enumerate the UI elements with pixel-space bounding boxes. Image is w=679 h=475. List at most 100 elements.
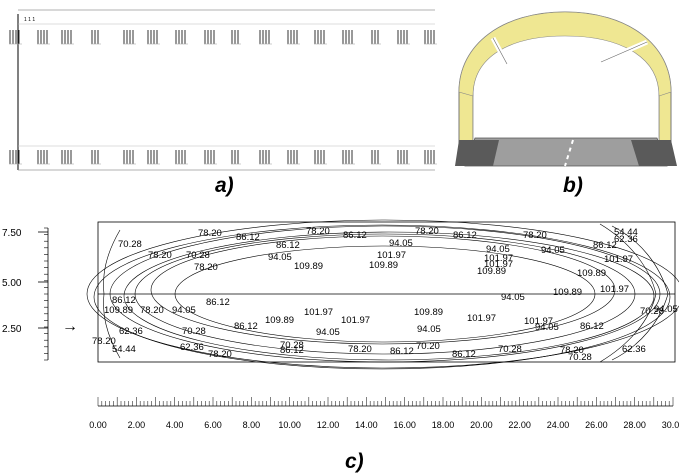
contour-value-label: 94.05: [172, 305, 196, 316]
luminaire-icon: [397, 30, 410, 45]
contour-value-label: 101.97: [467, 313, 496, 324]
contour-value-label: 78.20: [348, 344, 372, 355]
contour-line: [611, 225, 669, 361]
luminaire-icon: [231, 150, 241, 165]
contour-value-label: 109.89: [477, 266, 506, 277]
x-tick-label: 16.00: [393, 420, 416, 430]
contour-value-label: 94.05: [654, 304, 678, 315]
panel-b-tunnel-render: [453, 4, 679, 169]
tunnel-lining-thick: [458, 11, 672, 97]
luminaire-icon: [287, 150, 300, 165]
contour-value-label: 86.12: [390, 346, 414, 357]
right-sidewalk: [631, 140, 677, 166]
luminaire-icon: [37, 150, 50, 165]
contour-value-label: 86.12: [593, 240, 617, 251]
x-tick-label: 24.00: [547, 420, 570, 430]
contour-value-label: 101.97: [484, 253, 513, 264]
contour-value-label: 62.36: [180, 342, 204, 353]
x-tick-label: 30.00: [662, 420, 679, 430]
x-tick-label: 20.00: [470, 420, 493, 430]
x-tick-label: 12.00: [317, 420, 340, 430]
luminaire-icon: [342, 150, 355, 165]
contour-value-label: 86.12: [206, 297, 230, 308]
contour-value-label: 86.12: [453, 230, 477, 241]
contour-value-label: 109.89: [369, 260, 398, 271]
contour-value-label: 78.20: [140, 305, 164, 316]
contour-value-label: 86.12: [280, 345, 304, 356]
contour-value-label: 101.97: [377, 250, 406, 261]
contour-value-label: 94.05: [417, 324, 441, 335]
contour-value-label: 101.97: [304, 307, 333, 318]
contour-value-label: 109.89: [414, 307, 443, 318]
contour-value-label: 101.97: [341, 315, 370, 326]
luminaire-icon: [61, 150, 74, 165]
contour-value-label: 78.20: [560, 345, 584, 356]
contour-value-label: 78.20: [194, 262, 218, 273]
contour-value-label: 86.12: [234, 321, 258, 332]
contour-value-label: 62.36: [119, 326, 143, 337]
contour-value-label: 86.12: [580, 321, 604, 332]
luminaire-row-bottom: [9, 150, 437, 165]
contour-value-label: 70.28: [568, 352, 592, 363]
luminaire-icon: [314, 30, 327, 45]
contour-labels: 78.20 86.12 78.20 86.12 78.20 86.12 78.20 54.44…: [0, 210, 678, 363]
luminaire-icon: [259, 30, 272, 45]
contour-value-label: 78.20: [208, 349, 232, 360]
contour-value-label: 70.28: [182, 326, 206, 337]
luminaire-icon: [314, 150, 327, 165]
caption-b: b): [563, 174, 583, 197]
contour-value-label: 62.36: [614, 234, 638, 245]
contour-value-label: 78.20: [148, 250, 172, 261]
caption-c: c): [345, 450, 364, 473]
contour-line: [150, 235, 616, 345]
contour-value-label: 94.05: [316, 327, 340, 338]
x-tick-label: 10.00: [278, 420, 301, 430]
contour-value-label: 94.05: [541, 245, 565, 256]
panel-c-contour-diagram: 7.50 5.00 2.50 78.20 86.12 78.20 86.12 78.20 86…: [0, 210, 679, 430]
contour-value-label: 78.20: [415, 226, 439, 237]
contour-value-label: 94.05: [389, 238, 413, 249]
contour-value-label: 86.12: [452, 349, 476, 360]
luminaire-icon: [397, 150, 410, 165]
luminaire-icon: [424, 30, 437, 45]
x-tick-label: 26.00: [585, 420, 608, 430]
arrow-indicator: →: [62, 318, 78, 335]
contour-value-label: 94.05: [486, 244, 510, 255]
luminaire-icon: [204, 150, 217, 165]
contour-value-label: 70.28: [186, 250, 210, 261]
x-tick-label: 6.00: [204, 420, 222, 430]
luminaire-icon: [9, 30, 22, 45]
contour-value-label: 70.28: [498, 344, 522, 355]
contour-value-label: 109.89: [577, 268, 606, 279]
luminaire-icon: [91, 150, 101, 165]
x-tick-label: 14.00: [355, 420, 378, 430]
x-tick-label: 18.00: [432, 420, 455, 430]
caption-a: a): [215, 174, 234, 197]
luminaire-icon: [147, 30, 160, 45]
luminaire-icon: [37, 30, 50, 45]
contour-value-label: 86.12: [276, 240, 300, 251]
contour-value-label: 101.97: [600, 284, 629, 295]
x-tick-label: 2.00: [128, 420, 146, 430]
luminaire-icon: [175, 150, 188, 165]
contour-value-label: 109.89: [104, 305, 133, 316]
contour-line: [134, 233, 636, 355]
x-axis: 0.00 2.00 4.00 6.00 8.00 10.00 12.00 14.00 16.00…: [89, 397, 679, 430]
contour-value-label: 101.97: [524, 316, 553, 327]
contour-value-label: 70.28: [118, 239, 142, 250]
luminaire-icon: [342, 30, 355, 45]
contour-value-label: 62.36: [622, 344, 646, 355]
luminaire-icon: [175, 30, 188, 45]
x-tick-label: 4.00: [166, 420, 184, 430]
panel-a-luminaire-layout: 1 1 1: [9, 9, 437, 171]
contour-value-label: 94.05: [268, 252, 292, 263]
contour-value-label: 94.05: [501, 292, 525, 303]
contour-line: [123, 231, 655, 361]
y-tick-label: 5.00: [2, 278, 22, 289]
luminaire-row-top: [9, 30, 437, 45]
contour-value-label: 70.28: [640, 306, 664, 317]
contour-value-label: 78.20: [198, 228, 222, 239]
contour-value-label: 54.44: [614, 227, 638, 238]
y-tick-label: 2.50: [2, 324, 22, 335]
contour-value-label: 70.20: [416, 341, 440, 352]
